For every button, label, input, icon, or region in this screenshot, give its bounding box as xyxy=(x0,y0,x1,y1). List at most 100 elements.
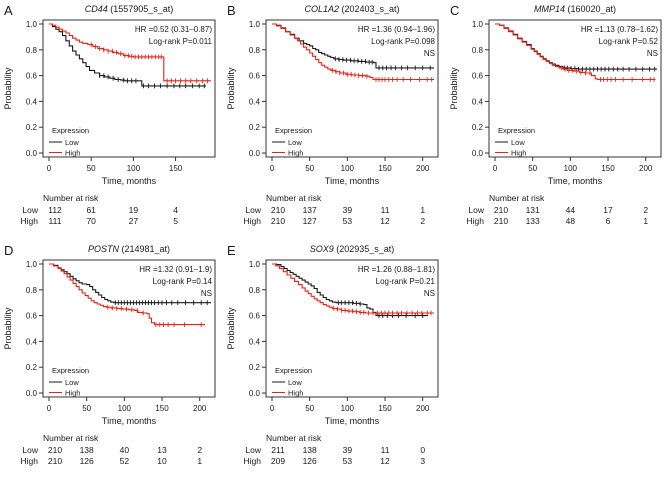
risk-value: 138 xyxy=(303,445,317,455)
panel-letter: A xyxy=(4,3,13,18)
risk-row-low-label: Low xyxy=(22,445,38,455)
hr-annotation: HR =1.36 (0.94–1.96) xyxy=(358,25,435,34)
risk-value: 3 xyxy=(420,456,425,466)
risk-table-header: Number at risk xyxy=(43,433,99,443)
y-axis-tick-label: 0.0 xyxy=(249,149,261,158)
y-axis-tick-label: 0.6 xyxy=(26,72,38,81)
km-chart-D: D POSTN (214981_at) 1.0 0.8 0.6 0.4 0.2 0.0 0 50 1… xyxy=(3,243,216,466)
plot-box xyxy=(42,259,216,398)
risk-value: 210 xyxy=(271,216,285,226)
x-axis-label: Time, months xyxy=(548,176,603,186)
risk-value: 0 xyxy=(420,445,425,455)
x-axis-tick-label: 150 xyxy=(601,164,615,173)
risk-value: 48 xyxy=(566,216,576,226)
km-chart-B: B COL1A2 (202403_s_at) 1.0 0.8 0.6 0.4 0.2 0.0 0… xyxy=(226,3,439,226)
panel-title: POSTN (214981_at) xyxy=(88,244,170,254)
y-axis-tick-label: 0.8 xyxy=(472,46,484,55)
plot-box xyxy=(488,19,662,158)
logrank-annotation: Log-rank P=0.21 xyxy=(376,277,436,286)
risk-row-low-label: Low xyxy=(245,445,261,455)
risk-value: 2 xyxy=(420,216,425,226)
y-axis-tick-label: 0.2 xyxy=(26,123,38,132)
legend-low-label: Low xyxy=(288,378,302,387)
risk-value: 70 xyxy=(86,216,96,226)
legend-title: Expression xyxy=(52,366,89,375)
panel-title: SOX9 (202935_s_at) xyxy=(310,244,395,254)
legend-high-label: High xyxy=(65,389,80,398)
x-axis-tick-label: 50 xyxy=(528,164,537,173)
x-axis-tick-label: 100 xyxy=(127,164,141,173)
km-panel-D: D POSTN (214981_at) 1.0 0.8 0.6 0.4 0.2 0.0 0 50 1… xyxy=(0,240,223,480)
risk-value: 1 xyxy=(643,216,648,226)
high-curve xyxy=(495,23,656,81)
risk-value: 127 xyxy=(303,216,317,226)
y-axis-tick-label: 0.8 xyxy=(249,46,261,55)
km-chart-E: E SOX9 (202935_s_at) 1.0 0.8 0.6 0.4 0.2 0.0 0 50… xyxy=(226,243,439,466)
risk-table-header: Number at risk xyxy=(43,193,99,203)
risk-row-low-label: Low xyxy=(245,205,261,215)
panel-letter: E xyxy=(227,243,236,258)
risk-value: 133 xyxy=(526,216,540,226)
low-censor-ticks xyxy=(334,56,431,71)
risk-value: 2 xyxy=(643,205,648,215)
risk-value: 39 xyxy=(343,205,353,215)
plot-box xyxy=(265,259,439,398)
y-axis-tick-label: 0.4 xyxy=(26,97,38,106)
risk-value: 6 xyxy=(606,216,611,226)
x-axis-tick-label: 150 xyxy=(169,164,183,173)
y-axis-tick-label: 1.0 xyxy=(26,20,38,29)
y-axis-tick-label: 0.0 xyxy=(472,149,484,158)
y-axis-label: Probability xyxy=(3,307,13,350)
risk-row-high-label: High xyxy=(21,216,39,226)
risk-row-high-label: High xyxy=(244,216,262,226)
y-axis-tick-label: 1.0 xyxy=(249,260,261,269)
risk-value: 209 xyxy=(271,456,285,466)
risk-value: 40 xyxy=(120,445,130,455)
x-axis-tick-label: 150 xyxy=(378,404,392,413)
legend-high-label: High xyxy=(65,149,80,158)
legend-title: Expression xyxy=(275,126,312,135)
probe-id: (214981_at) xyxy=(119,244,170,254)
x-axis-label: Time, months xyxy=(325,416,380,426)
y-axis-tick-label: 0.0 xyxy=(249,389,261,398)
panel-letter: D xyxy=(4,243,13,258)
x-axis-tick-label: 0 xyxy=(47,404,52,413)
risk-value: 19 xyxy=(129,205,139,215)
y-axis-tick-label: 0.8 xyxy=(26,46,38,55)
gene-symbol: COL1A2 xyxy=(304,4,339,14)
x-axis-tick-label: 200 xyxy=(416,404,430,413)
panel-letter: B xyxy=(227,3,236,18)
risk-value: 44 xyxy=(566,205,576,215)
y-axis-tick-label: 0.6 xyxy=(472,72,484,81)
logrank-annotation: Log-rank P=0.14 xyxy=(153,277,213,286)
y-axis-tick-label: 0.2 xyxy=(26,363,38,372)
panel-letter: C xyxy=(450,3,459,18)
x-axis-tick-label: 200 xyxy=(416,164,430,173)
x-axis-tick-label: 50 xyxy=(305,164,314,173)
high-censor-ticks xyxy=(90,42,209,84)
y-axis-tick-label: 0.6 xyxy=(249,312,261,321)
high-curve xyxy=(49,23,211,82)
risk-value: 5 xyxy=(173,216,178,226)
risk-value: 52 xyxy=(120,456,130,466)
risk-value: 131 xyxy=(526,205,540,215)
probe-id: (202403_s_at) xyxy=(339,4,400,14)
y-axis-tick-label: 0.6 xyxy=(249,72,261,81)
risk-value: 1 xyxy=(420,205,425,215)
risk-value: 126 xyxy=(80,456,94,466)
y-axis-tick-label: 1.0 xyxy=(26,260,38,269)
legend-low-label: Low xyxy=(511,138,525,147)
high-censor-ticks xyxy=(331,68,433,82)
risk-value: 210 xyxy=(48,445,62,455)
probe-id: (1557905_s_at) xyxy=(108,4,174,14)
y-axis-tick-label: 0.4 xyxy=(249,97,261,106)
risk-value: 112 xyxy=(48,205,62,215)
y-axis-tick-label: 0.4 xyxy=(472,97,484,106)
x-axis-tick-label: 0 xyxy=(493,164,498,173)
legend-low-label: Low xyxy=(65,138,79,147)
high-censor-ticks xyxy=(560,65,655,82)
risk-value: 17 xyxy=(603,205,613,215)
ns-annotation: NS xyxy=(424,289,435,298)
low-censor-ticks xyxy=(563,65,656,72)
risk-value: 13 xyxy=(157,445,167,455)
